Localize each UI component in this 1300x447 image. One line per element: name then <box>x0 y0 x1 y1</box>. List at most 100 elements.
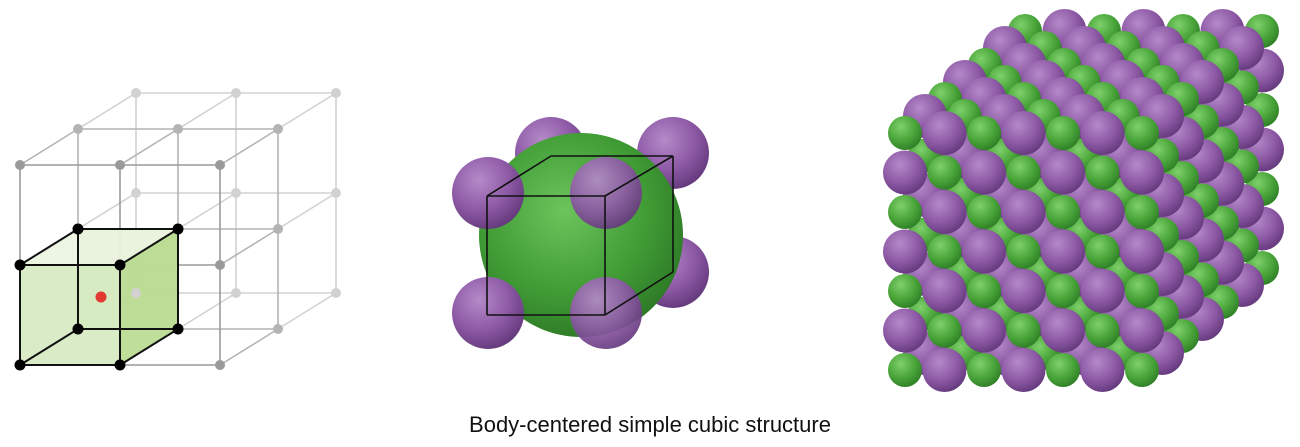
unit-cell-edge <box>486 155 552 197</box>
purple-atom <box>1001 111 1046 155</box>
purple-atom <box>1080 190 1125 234</box>
green-atom <box>888 274 922 308</box>
lattice-diagram <box>14 88 341 371</box>
purple-atom <box>1120 150 1164 195</box>
unit-cell-edges <box>19 228 179 366</box>
lattice-line <box>219 228 279 266</box>
lattice-point <box>215 160 225 170</box>
lattice-point <box>231 188 241 198</box>
lattice-point <box>131 188 141 198</box>
green-atom <box>1006 234 1041 269</box>
purple-atom <box>922 111 967 155</box>
lattice-point <box>273 124 283 134</box>
lattice-line <box>177 292 237 330</box>
purple-atom <box>922 269 967 313</box>
lattice-point <box>331 88 341 98</box>
purple-atom <box>962 308 1006 353</box>
unit-cell-front-face <box>20 265 120 365</box>
lattice-point <box>215 260 225 270</box>
corner-atom-front <box>452 277 524 349</box>
corner-atom-front <box>570 277 642 349</box>
purple-atom <box>922 190 967 234</box>
unit-cell-top-face <box>20 229 178 265</box>
purple-atom <box>1041 229 1085 274</box>
unit-cell-corner-point <box>14 259 26 271</box>
unit-cell-corner-point <box>114 359 126 371</box>
lattice-gray-lines <box>19 92 337 366</box>
purple-atom <box>1041 308 1085 353</box>
lattice-point <box>331 288 341 298</box>
purple-atom <box>922 348 967 392</box>
purple-atom <box>962 229 1006 274</box>
unit-cell-corner-point <box>14 359 26 371</box>
green-atom <box>927 155 962 190</box>
green-atom <box>1046 353 1080 387</box>
green-atom <box>1046 116 1080 150</box>
lattice-point <box>331 188 341 198</box>
unit-cell-corner-point <box>172 223 184 235</box>
green-atom <box>967 274 1001 308</box>
green-atom <box>1006 313 1041 348</box>
green-atom <box>927 234 962 269</box>
green-atom <box>888 116 922 150</box>
green-atom <box>1125 274 1159 308</box>
green-atom <box>1125 353 1159 387</box>
unit-cell-faces <box>20 229 178 365</box>
lattice-point <box>273 324 283 334</box>
unit-cell-edge <box>119 328 179 366</box>
lattice-line <box>19 128 79 166</box>
green-atom <box>1085 155 1120 190</box>
unit-cell-corner-point <box>72 323 84 335</box>
green-atom <box>1125 195 1159 229</box>
green-atom <box>1085 313 1120 348</box>
unit-cell-edge <box>604 155 674 197</box>
lattice-point <box>231 288 241 298</box>
lattice-point <box>231 88 241 98</box>
unit-cell-edge <box>119 228 179 266</box>
lattice-line <box>177 92 237 130</box>
green-atom <box>927 313 962 348</box>
unit-cell-corner-point <box>72 223 84 235</box>
unit-cell-side-face <box>120 229 178 365</box>
green-atom <box>1006 155 1041 190</box>
lattice-point <box>73 124 83 134</box>
purple-atom <box>1080 348 1125 392</box>
unit-cell-corner-point <box>114 259 126 271</box>
green-atom <box>1125 116 1159 150</box>
purple-atom <box>1041 150 1085 195</box>
green-atom <box>1046 195 1080 229</box>
lattice-line <box>277 92 337 130</box>
unit-cell-edge <box>604 271 674 316</box>
lattice-points <box>14 88 341 371</box>
purple-atom <box>883 229 927 274</box>
body-center-point <box>95 291 107 303</box>
unit-cell-model <box>452 117 709 349</box>
purple-atom <box>1001 269 1046 313</box>
green-atom <box>888 353 922 387</box>
lattice-line <box>77 192 137 230</box>
lattice-line <box>177 192 237 230</box>
purple-atom <box>883 308 927 353</box>
green-atom <box>1085 234 1120 269</box>
lattice-point <box>115 160 125 170</box>
purple-atom <box>1120 308 1164 353</box>
purple-atom <box>962 150 1006 195</box>
lattice-point <box>131 88 141 98</box>
unit-cell-corner-point <box>172 323 184 335</box>
lattice-line <box>277 292 337 330</box>
purple-atom <box>1001 348 1046 392</box>
purple-atom <box>883 150 927 195</box>
lattice-point <box>131 288 141 298</box>
lattice-line <box>277 192 337 230</box>
corner-atom-front <box>452 157 524 229</box>
unit-cell-edge <box>19 228 79 266</box>
green-atom <box>967 195 1001 229</box>
lattice-point <box>215 360 225 370</box>
green-atom <box>888 195 922 229</box>
purple-atom <box>1001 190 1046 234</box>
lattice-line <box>119 128 179 166</box>
purple-atom <box>1120 229 1164 274</box>
lattice-point <box>273 224 283 234</box>
lattice-point <box>173 124 183 134</box>
